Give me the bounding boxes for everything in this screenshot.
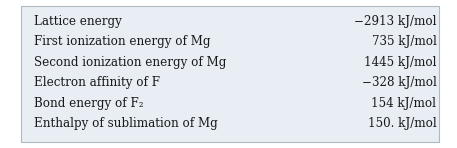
Text: Enthalpy of sublimation of Mg: Enthalpy of sublimation of Mg [34,117,218,130]
Text: −328 kJ/mol: −328 kJ/mol [361,76,436,89]
FancyBboxPatch shape [21,6,439,142]
Text: 1445 kJ/mol: 1445 kJ/mol [364,56,436,69]
Text: Bond energy of F₂: Bond energy of F₂ [34,97,144,110]
Text: Lattice energy: Lattice energy [34,15,122,28]
Text: Second ionization energy of Mg: Second ionization energy of Mg [34,56,227,69]
Text: First ionization energy of Mg: First ionization energy of Mg [34,35,211,48]
Text: 150. kJ/mol: 150. kJ/mol [368,117,436,130]
Text: 735 kJ/mol: 735 kJ/mol [372,35,436,48]
Text: Electron affinity of F: Electron affinity of F [34,76,160,89]
Text: −2913 kJ/mol: −2913 kJ/mol [354,15,436,28]
Text: 154 kJ/mol: 154 kJ/mol [372,97,436,110]
